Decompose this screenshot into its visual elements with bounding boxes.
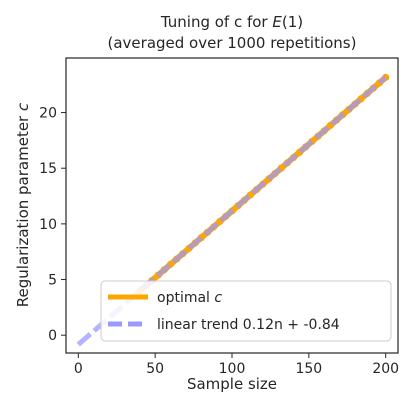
series-layer bbox=[76, 73, 390, 347]
y-axis-label: Regularization parameter c bbox=[14, 102, 32, 307]
chart-title-line1: Tuning of c for E(1) bbox=[160, 13, 303, 31]
y-tick-label: 5 bbox=[48, 273, 57, 289]
x-axis-label: Sample size bbox=[187, 375, 277, 393]
y-tick-label: 15 bbox=[39, 161, 57, 177]
legend-box bbox=[100, 280, 392, 342]
chart-title-line2: (averaged over 1000 repetitions) bbox=[108, 34, 357, 52]
legend-label-optimal: optimal c bbox=[157, 290, 222, 306]
x-tick-label: 0 bbox=[74, 361, 83, 377]
x-tick-label: 100 bbox=[219, 361, 246, 377]
x-tick-label: 200 bbox=[372, 361, 399, 377]
legend: optimal c linear trend 0.12n + -0.84 bbox=[100, 280, 392, 342]
x-ticks: 0 50 100 150 200 bbox=[74, 353, 399, 377]
x-tick-label: 150 bbox=[295, 361, 322, 377]
legend-label-linear-trend: linear trend 0.12n + -0.84 bbox=[157, 317, 340, 333]
x-tick-label: 50 bbox=[146, 361, 164, 377]
y-ticks: 0 5 10 15 20 bbox=[39, 106, 66, 344]
y-tick-label: 0 bbox=[48, 328, 57, 344]
y-tick-label: 20 bbox=[39, 106, 57, 122]
y-tick-label: 10 bbox=[39, 217, 57, 233]
